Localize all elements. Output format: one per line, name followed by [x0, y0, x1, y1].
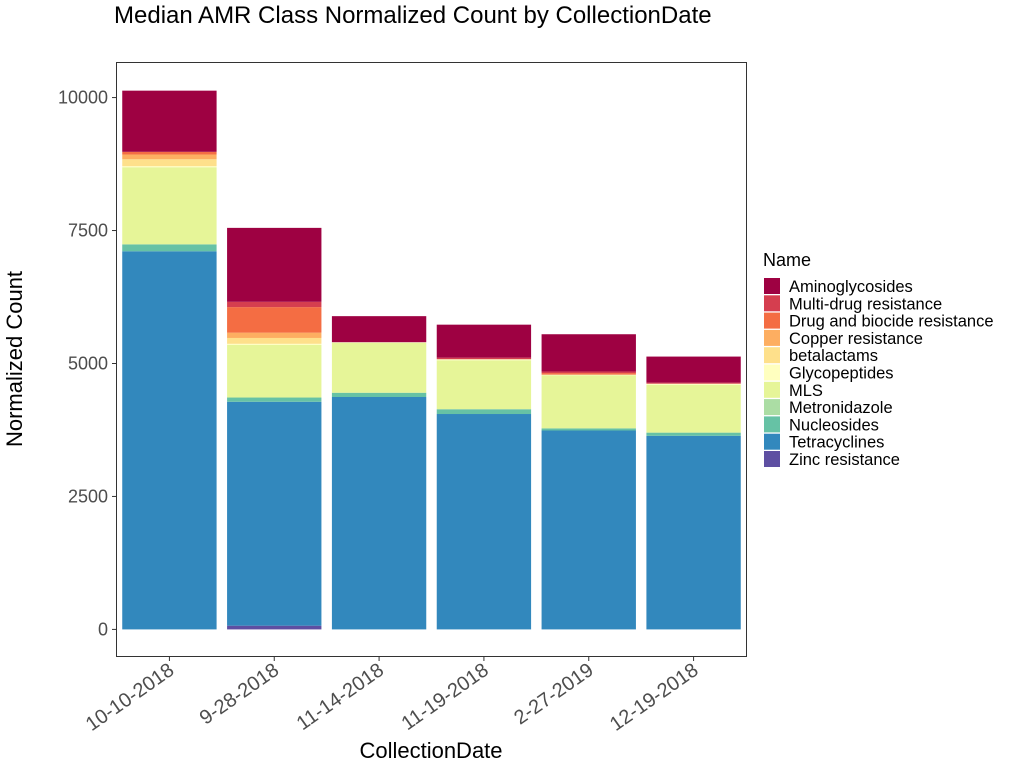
legend-swatch — [764, 451, 780, 467]
bar-segment — [541, 375, 636, 429]
bar-segment — [122, 159, 217, 167]
y-tick-label: 2500 — [68, 486, 108, 506]
bar-segment — [436, 360, 532, 410]
chart-title: Median AMR Class Normalized Count by Col… — [114, 2, 712, 29]
bar-segment — [541, 430, 636, 630]
bar-segment — [331, 396, 427, 630]
bar-segment — [646, 383, 741, 385]
bar-segment — [227, 625, 322, 630]
bar-segment — [541, 374, 636, 376]
legend-swatch — [764, 364, 780, 381]
legend-swatch — [764, 329, 780, 346]
x-axis-label: CollectionDate — [359, 738, 502, 763]
y-tick-label: 0 — [98, 619, 108, 639]
legend-label: Metronidazole — [789, 399, 893, 417]
bar-segment — [227, 397, 322, 402]
bar-segment — [122, 251, 217, 630]
bar-segment — [646, 356, 741, 383]
legend-label: Drug and biocide resistance — [789, 313, 994, 331]
legend-label: betalactams — [789, 347, 878, 365]
bar-segment — [541, 334, 636, 372]
bar-segment — [122, 167, 217, 245]
bar-segment — [227, 337, 322, 344]
bar-segment — [331, 392, 427, 397]
bar-segment — [436, 357, 532, 360]
bar-segment — [541, 373, 636, 375]
bar-segment — [331, 342, 427, 343]
legend-label: Zinc resistance — [789, 451, 900, 469]
y-axis: 0 2500 5000 7500 10000 — [58, 88, 117, 639]
bar-segment — [436, 409, 532, 415]
bar-segment — [331, 342, 427, 393]
legend-swatch — [764, 433, 780, 450]
legend-label: Copper resistance — [789, 330, 923, 348]
legend-swatch — [764, 312, 780, 329]
legend-label: Nucleosides — [789, 416, 879, 434]
bar-segment — [541, 428, 636, 431]
plot-panel-border — [116, 62, 747, 657]
y-axis-label: Normalized Count — [2, 271, 27, 447]
bar-segment — [227, 301, 322, 308]
bar-segment — [227, 344, 322, 398]
legend-label: Multi-drug resistance — [789, 295, 942, 313]
bar-segment — [646, 382, 741, 384]
bar-segment — [122, 151, 217, 155]
bar-segment — [122, 244, 217, 252]
bars-layer — [122, 90, 741, 630]
bar-segment — [122, 90, 217, 152]
y-tick-label: 5000 — [68, 353, 108, 373]
legend-swatch — [764, 416, 780, 433]
legend-swatch — [764, 381, 780, 398]
bar-segment — [646, 384, 741, 433]
bar-segment — [436, 359, 532, 361]
bar-segment — [227, 227, 322, 302]
legend-swatch — [764, 295, 780, 312]
plot-area — [116, 62, 747, 657]
y-tick-label: 10000 — [58, 88, 108, 108]
bar-segment — [227, 332, 322, 338]
bar-segment — [227, 343, 322, 345]
legend-swatch — [764, 278, 780, 294]
legend-title: Name — [763, 250, 811, 270]
legend-swatch — [764, 347, 780, 364]
y-tick-label: 7500 — [68, 221, 108, 241]
legend-label: MLS — [789, 382, 823, 400]
legend-label: Glycopeptides — [789, 365, 894, 383]
bar-segment — [541, 371, 636, 374]
bar-segment — [227, 307, 322, 333]
bar-segment — [331, 316, 427, 343]
bar-segment — [227, 401, 322, 626]
bar-segment — [122, 166, 217, 168]
legend-label: Aminoglycosides — [789, 278, 913, 296]
bar-segment — [646, 435, 741, 630]
bar-segment — [646, 432, 741, 436]
legend-label: Tetracyclines — [789, 434, 884, 452]
bar-segment — [436, 324, 532, 358]
legend-swatch — [764, 399, 780, 416]
bar-segment — [436, 414, 532, 630]
bar-segment — [122, 154, 217, 160]
